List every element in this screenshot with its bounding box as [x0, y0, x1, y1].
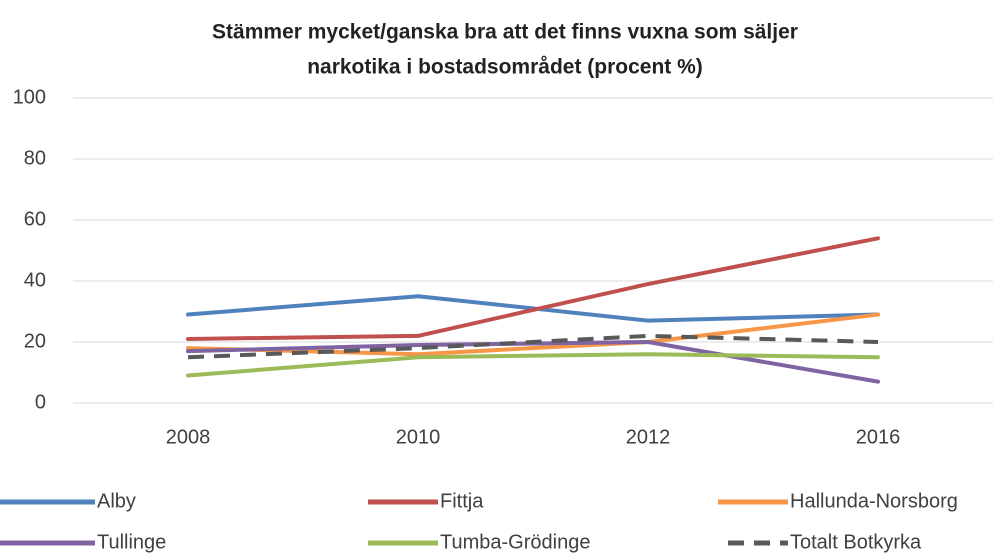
series-line [186, 236, 880, 341]
legend-label: Tullinge [97, 531, 166, 553]
y-tick-label: 60 [24, 208, 46, 230]
y-tick-label: 0 [35, 391, 46, 413]
legend-label: Hallunda-Norsborg [790, 490, 958, 512]
x-tick-label: 2008 [166, 426, 211, 448]
series-line [186, 352, 880, 378]
y-tick-label: 100 [13, 86, 46, 108]
legend-label: Alby [97, 490, 136, 512]
x-tick-label: 2012 [626, 426, 671, 448]
chart-title: narkotika i bostadsområdet (procent %) [307, 56, 703, 79]
legend-label: Totalt Botkyrka [790, 531, 922, 553]
series-line [187, 333, 879, 360]
x-tick-label: 2010 [396, 426, 441, 448]
chart-title: Stämmer mycket/ganska bra att det finns … [212, 21, 798, 44]
legend-label: Fittja [440, 490, 484, 512]
y-tick-label: 20 [24, 330, 46, 352]
x-tick-label: 2016 [856, 426, 901, 448]
legend-label: Tumba-Grödinge [440, 531, 590, 553]
y-tick-label: 40 [24, 269, 46, 291]
y-tick-label: 80 [24, 147, 46, 169]
